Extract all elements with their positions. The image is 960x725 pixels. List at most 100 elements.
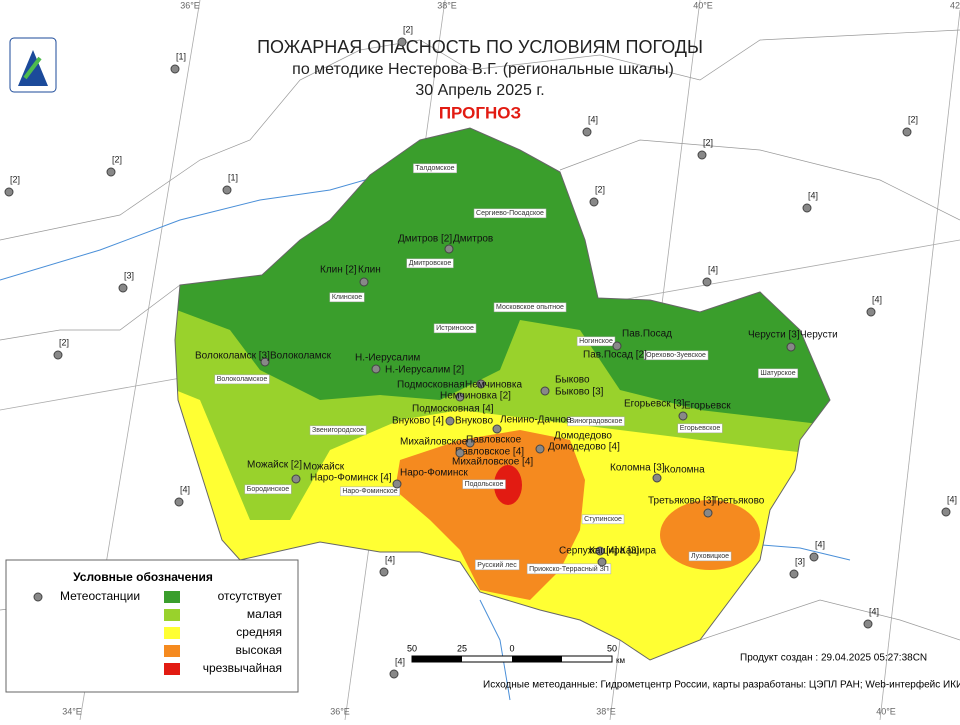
district-box	[526, 563, 612, 575]
district-label: Сергиево-Посадское	[476, 210, 544, 217]
date: 30 Апрель 2025 г.	[415, 82, 544, 99]
station-dot	[170, 64, 180, 74]
station-label: Внуково [4]	[392, 416, 444, 427]
legend-station: Метеостанции	[60, 589, 140, 603]
town-label: Можайск	[303, 462, 345, 473]
station-label: Кашира [3]	[589, 546, 639, 557]
district-label: Истринское	[436, 325, 474, 332]
district-box	[406, 258, 454, 269]
legend: Условные обозначения Метеостанции	[5, 559, 299, 693]
town-label: Подмосковная	[397, 380, 465, 391]
town-label: Кашира	[620, 546, 657, 557]
station-rating: [2]	[908, 114, 918, 124]
district-box	[567, 416, 625, 427]
district: Наро-Фоминское	[340, 486, 401, 497]
legend-station-dot	[33, 592, 43, 602]
station-rating: [2]	[403, 24, 413, 34]
station-label: Можайск [2]	[247, 460, 302, 471]
district-box	[677, 423, 723, 434]
station-label: Коломна [3]	[610, 463, 665, 474]
district-box	[581, 514, 625, 525]
station-dot	[53, 350, 63, 360]
station-rating: [2]	[703, 137, 713, 147]
station-rating: [4]	[808, 190, 818, 200]
district: Клинское	[329, 292, 365, 303]
station-dot	[789, 569, 799, 579]
scale-label: 25	[457, 643, 467, 653]
district: Орехово-Зуевское	[643, 350, 709, 361]
station-label: Быково [3]	[555, 387, 604, 398]
town-label: Пав.Посад	[622, 329, 672, 340]
station-rating: [4]	[815, 539, 825, 549]
graticule-label: 42	[950, 0, 960, 10]
station-dot	[802, 203, 812, 213]
station-label: Н.-Иерусалим [2]	[385, 365, 464, 376]
legend-label: отсутствует	[218, 589, 283, 603]
district: Приокско-Террасный ЗП	[526, 563, 612, 575]
district-label: Орехово-Зуевское	[646, 352, 706, 359]
district-box	[688, 551, 732, 562]
station-dot	[597, 557, 607, 567]
station-rating: [4]	[872, 294, 882, 304]
station-dot	[379, 567, 389, 577]
district-label: Егорьевское	[680, 425, 721, 432]
station-dot	[476, 379, 486, 389]
district: Ногинское	[576, 336, 616, 347]
district-box	[433, 323, 477, 334]
station-dot	[678, 411, 688, 421]
district: Виноградовское	[567, 416, 625, 427]
district-label: Виноградовское	[570, 418, 623, 425]
district: Истринское	[433, 323, 477, 334]
district: Московское опытное	[493, 302, 567, 313]
station-rating: [4]	[180, 484, 190, 494]
station-rating: [3]	[795, 556, 805, 566]
district-box	[576, 336, 616, 347]
station-dot	[535, 444, 545, 454]
station-dot	[902, 127, 912, 137]
district-box	[340, 486, 401, 497]
station-dot	[106, 167, 116, 177]
station-rating: [4]	[947, 494, 957, 504]
scale-unit: км	[616, 656, 625, 665]
district-box	[309, 425, 367, 436]
station-rating: [2]	[112, 154, 122, 164]
station-label: Третьяково [3]	[648, 496, 714, 507]
district: Луховицкое	[688, 551, 732, 562]
graticule-label: 36°E	[180, 0, 200, 10]
station-rating: [4]	[385, 554, 395, 564]
district: Волоколамское	[214, 374, 270, 385]
district-label: Наро-Фоминское	[342, 488, 397, 495]
legend-swatch	[164, 609, 180, 621]
town-label: Н.-Иерусалим	[355, 353, 420, 364]
district: Дмитровское	[406, 258, 454, 269]
station-label: Наро-Фоминск [4]	[310, 473, 392, 484]
district-label: Русский лес	[477, 561, 517, 569]
station-dot	[786, 342, 796, 352]
town-label: Внуково	[455, 416, 493, 427]
district-label: Московское опытное	[496, 304, 564, 311]
district: Бородинское	[244, 484, 292, 495]
district-label: Дмитровское	[409, 260, 452, 267]
town-label: Черусти	[800, 330, 838, 341]
legend-swatch	[164, 645, 180, 657]
station-dot	[445, 416, 455, 426]
scale-label: 50	[607, 643, 617, 653]
station-rating: [4]	[588, 114, 598, 124]
station-rating: [2]	[59, 337, 69, 347]
forecast: ПРОГНОЗ	[439, 103, 521, 122]
station-dot	[866, 307, 876, 317]
district: Талдомское	[413, 163, 457, 174]
town-label: Наро-Фоминск	[400, 468, 468, 479]
district-box	[758, 368, 798, 379]
district-label: Шатурское	[760, 370, 795, 377]
station-dot	[809, 552, 819, 562]
station-dot	[589, 197, 599, 207]
district-box	[643, 350, 709, 361]
district: Шатурское	[758, 368, 798, 379]
graticule-label: 40°E	[693, 0, 713, 10]
station-label: Серпухов [4]	[559, 546, 618, 557]
district-label: Луховицкое	[691, 553, 729, 560]
district-box	[475, 559, 520, 571]
district-label: Приокско-Террасный ЗП	[529, 565, 609, 573]
